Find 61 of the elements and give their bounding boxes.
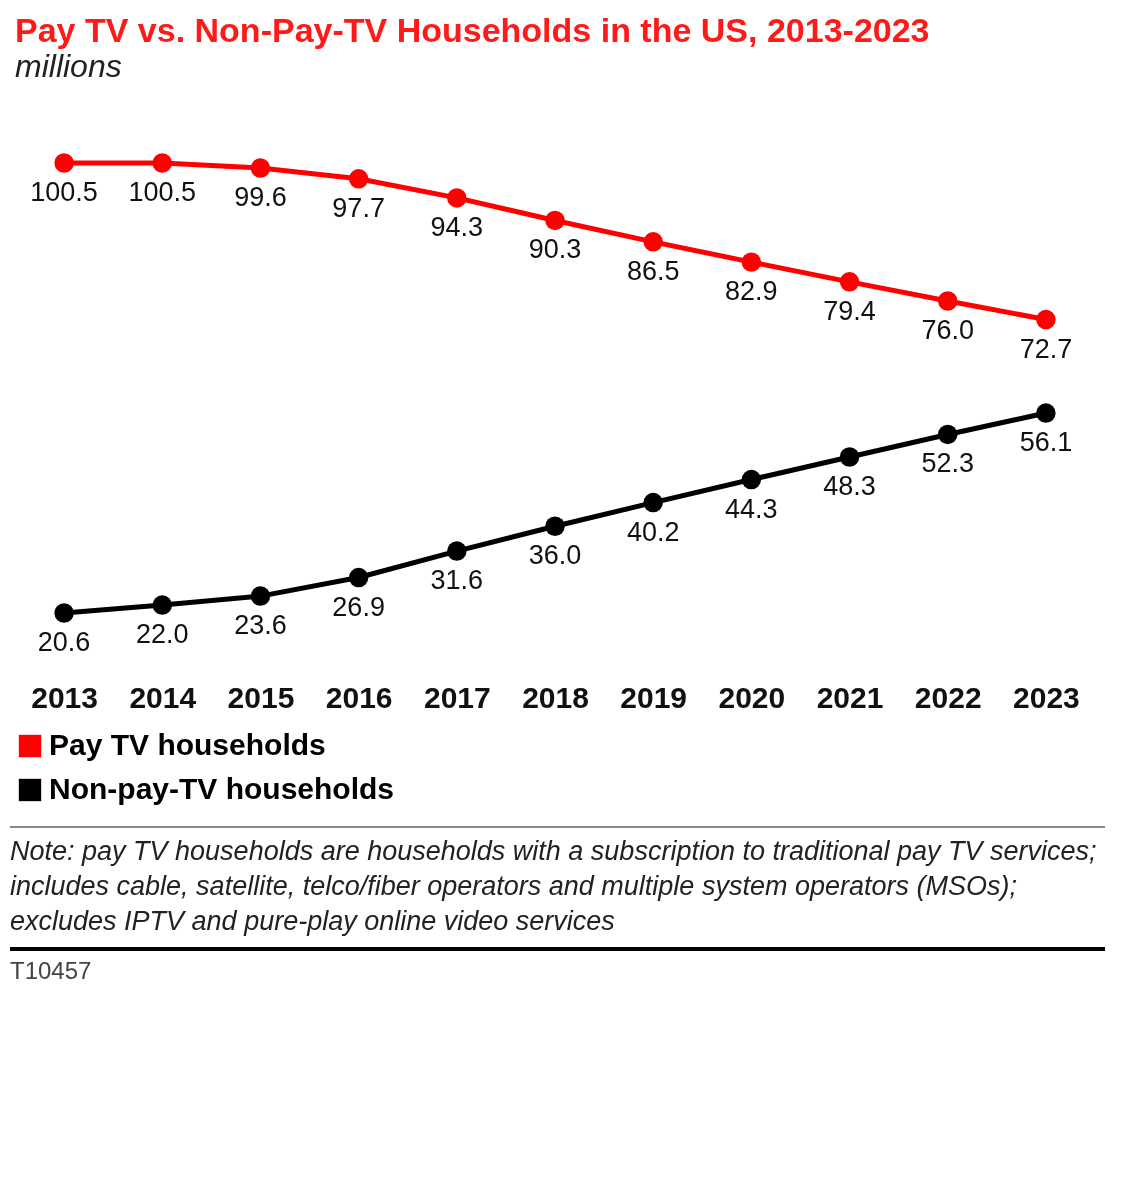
data-label: 48.3 — [823, 470, 876, 501]
data-label: 76.0 — [921, 314, 975, 345]
data-label: 56.1 — [1019, 427, 1073, 458]
data-label: 97.7 — [332, 192, 385, 223]
legend-label: Non-pay-TV households — [49, 772, 394, 805]
x-tick-label: 2023 — [1013, 680, 1080, 714]
point — [348, 567, 369, 588]
point — [348, 169, 369, 189]
x-tick-label: 2014 — [129, 680, 197, 714]
chart-subtitle: millions — [15, 48, 122, 84]
point — [152, 153, 173, 173]
data-label: 52.3 — [921, 448, 975, 479]
text: Note: pay TV households are households with a subscription to traditional pay TV services; includes cable, satellite, telco/fiber operators and multiple system operators (MSOs); excludes IPTV and pure-play online video services — [10, 835, 1098, 939]
point — [643, 492, 663, 513]
x-tick-label: 2018 — [522, 680, 589, 714]
point — [643, 232, 663, 252]
text: T10457 — [10, 947, 1105, 987]
data-label: 26.9 — [332, 591, 385, 622]
point — [54, 603, 74, 623]
data-label: 36.0 — [528, 540, 582, 571]
x-tick-label: 2016 — [325, 680, 393, 714]
point — [937, 291, 958, 311]
chart-title: Pay TV vs. Non-Pay-TV Households in the US, 2013-2023 — [15, 11, 930, 49]
x-tick-label: 2015 — [227, 680, 295, 714]
data-label: 82.9 — [725, 276, 778, 307]
point — [152, 595, 173, 615]
x-tick-label: 2019 — [620, 680, 688, 714]
data-label: 79.4 — [823, 295, 876, 326]
data-label: 100.5 — [30, 177, 98, 207]
point — [741, 469, 762, 490]
data-label: 90.3 — [528, 234, 582, 265]
point — [250, 158, 271, 178]
data-label: 23.6 — [234, 610, 287, 641]
data-label: 22.0 — [135, 619, 189, 650]
point — [250, 586, 271, 606]
point — [1036, 309, 1056, 330]
data-label: 72.7 — [1019, 333, 1073, 364]
data-label: 31.6 — [430, 565, 484, 596]
x-tick-label: 2022 — [914, 680, 982, 714]
point — [447, 541, 467, 561]
point — [545, 516, 565, 536]
data-label: 94.3 — [430, 211, 484, 242]
x-tick-label: 2013 — [31, 680, 98, 714]
point — [741, 252, 762, 272]
data-label: 86.5 — [626, 255, 680, 286]
point — [447, 188, 467, 208]
x-tick-label: 2017 — [423, 680, 491, 714]
point — [545, 210, 565, 231]
point — [1036, 403, 1056, 423]
point — [839, 447, 860, 467]
data-label: 40.2 — [626, 516, 680, 547]
point — [937, 424, 958, 445]
legend-label: Pay TV households — [49, 728, 326, 761]
data-label: 100.5 — [128, 177, 197, 207]
point — [839, 272, 860, 292]
x-tick-label: 2020 — [718, 680, 786, 714]
point — [54, 153, 74, 173]
x-tick-label: 2021 — [816, 680, 884, 714]
data-label: 20.6 — [37, 627, 91, 657]
data-label: 99.6 — [234, 182, 287, 213]
data-label: 44.3 — [725, 493, 778, 524]
